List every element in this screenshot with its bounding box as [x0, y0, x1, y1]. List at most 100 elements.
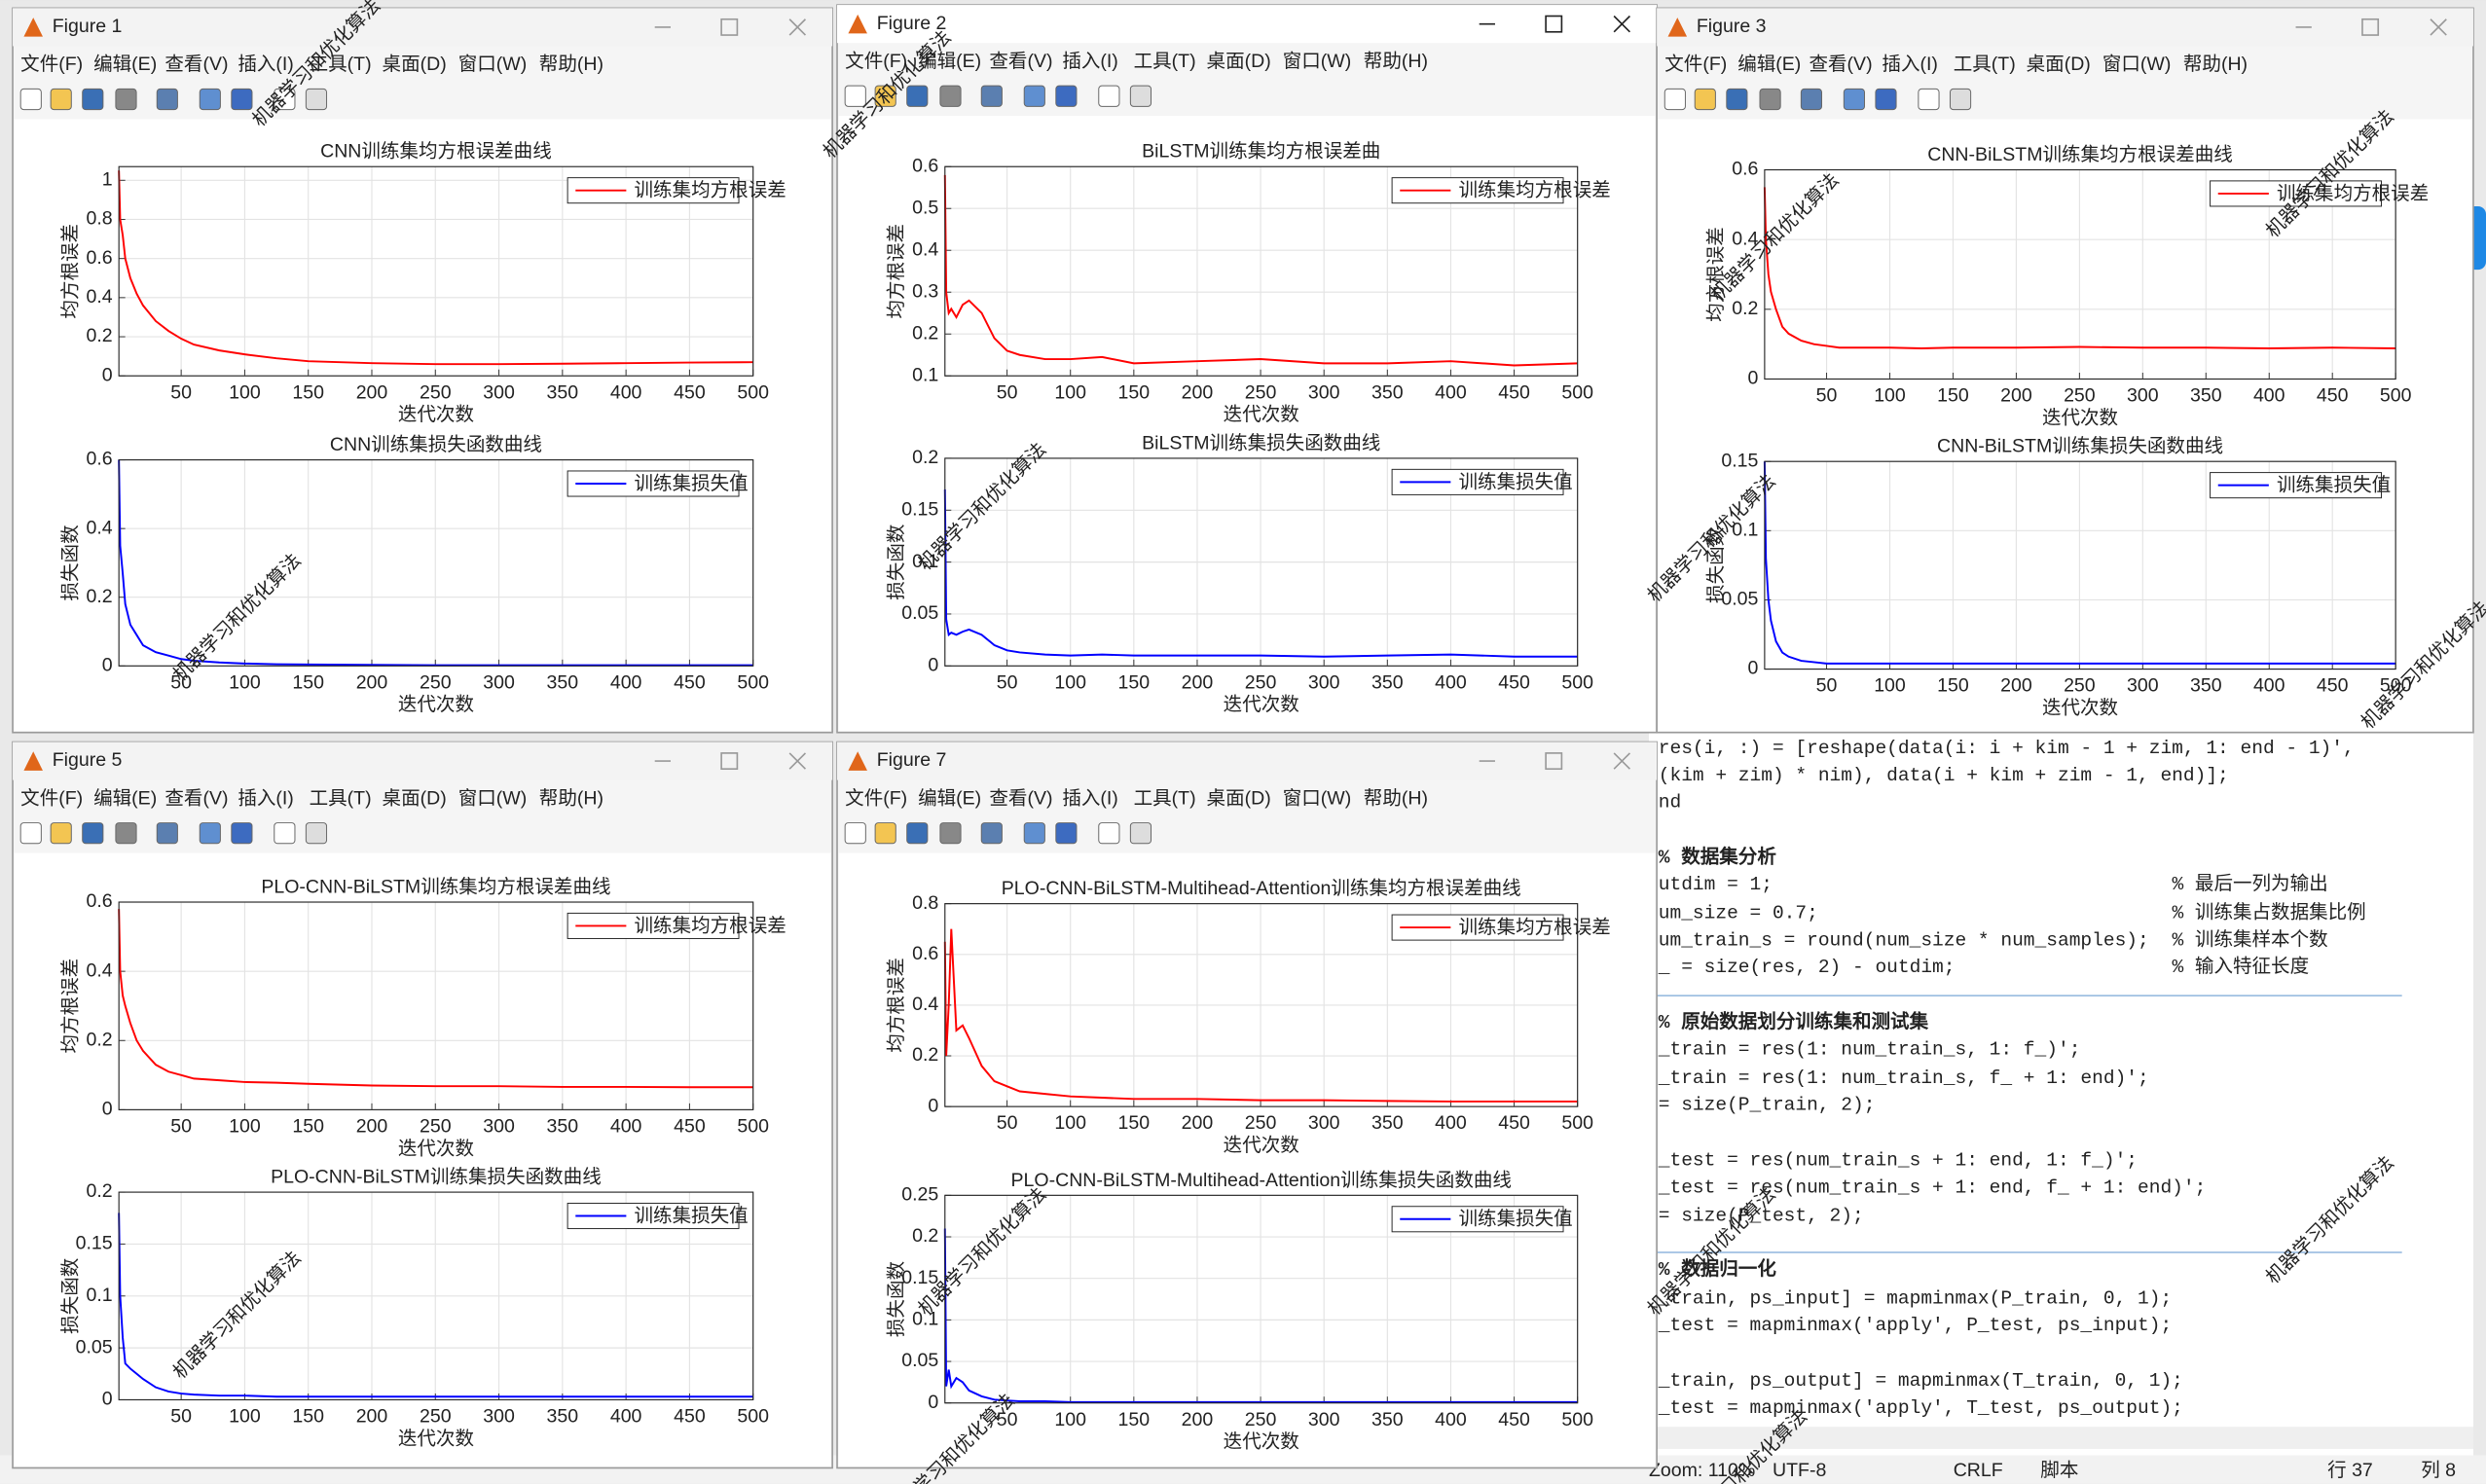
menu-item[interactable]: 桌面(D) — [383, 54, 447, 75]
menu-item[interactable]: 文件(F) — [1664, 54, 1727, 75]
toolbar-button[interactable] — [939, 85, 962, 107]
menu-item[interactable]: 查看(V) — [989, 787, 1052, 809]
toolbar-button[interactable] — [1949, 88, 1972, 111]
toolbar-button[interactable] — [980, 822, 1003, 845]
menu-item[interactable]: 查看(V) — [989, 51, 1052, 72]
toolbar-button[interactable] — [231, 822, 253, 845]
menu-item[interactable]: 工具(T) — [1134, 51, 1196, 72]
toolbar-button[interactable] — [1663, 88, 1686, 111]
toolbar-button[interactable] — [115, 822, 137, 845]
toolbar-button[interactable] — [874, 822, 896, 845]
toolbar-button[interactable] — [1098, 822, 1120, 845]
menu-item[interactable]: 帮助(H) — [1364, 51, 1428, 72]
menu-item[interactable]: 查看(V) — [1809, 54, 1872, 75]
menu-item[interactable]: 帮助(H) — [539, 54, 603, 75]
toolbar-button[interactable] — [1726, 88, 1748, 111]
menu-item[interactable]: 窗口(W) — [2102, 54, 2172, 75]
toolbar-button[interactable] — [980, 85, 1003, 107]
toolbar-button[interactable] — [906, 85, 929, 107]
toolbar-button[interactable] — [82, 822, 104, 845]
menu-item[interactable]: 编辑(E) — [93, 54, 157, 75]
menu-item[interactable]: 桌面(D) — [383, 787, 447, 809]
close-button[interactable] — [1613, 752, 1631, 770]
toolbar-button[interactable] — [19, 88, 42, 111]
menu-item[interactable]: 桌面(D) — [2027, 54, 2091, 75]
toolbar-button[interactable] — [305, 88, 328, 111]
menu-item[interactable]: 插入(I) — [1882, 54, 1938, 75]
toolbar-button[interactable] — [1759, 88, 1781, 111]
menu-item[interactable]: 查看(V) — [165, 787, 228, 809]
y-tick-label: 0.6 — [86, 890, 112, 912]
menu-item[interactable]: 文件(F) — [845, 51, 907, 72]
menu-item[interactable]: 工具(T) — [310, 54, 372, 75]
menu-item[interactable]: 帮助(H) — [2183, 54, 2248, 75]
close-button[interactable] — [1613, 15, 1631, 33]
close-button[interactable] — [788, 18, 807, 36]
maximize-button[interactable] — [1545, 15, 1563, 33]
toolbar-button[interactable] — [199, 822, 221, 845]
close-button[interactable] — [2430, 18, 2447, 36]
maximize-button[interactable] — [2361, 18, 2380, 36]
menu-item[interactable]: 插入(I) — [238, 54, 294, 75]
menu-item[interactable]: 窗口(W) — [1283, 787, 1352, 809]
close-button[interactable] — [788, 752, 807, 770]
toolbar-button[interactable] — [844, 85, 866, 107]
menu-item[interactable]: 编辑(E) — [93, 787, 157, 809]
toolbar-button[interactable] — [115, 88, 137, 111]
toolbar-button[interactable] — [1694, 88, 1716, 111]
toolbar-button[interactable] — [1098, 85, 1120, 107]
y-tick-label: 0.2 — [912, 1225, 938, 1247]
toolbar-button[interactable] — [939, 822, 962, 845]
menu-item[interactable]: 插入(I) — [1062, 787, 1118, 809]
chart-title: PLO-CNN-BiLSTM-Multihead-Attention训练集均方根… — [1002, 878, 1521, 899]
maximize-button[interactable] — [1545, 752, 1563, 771]
toolbar-button[interactable] — [1055, 822, 1078, 845]
menu-item[interactable]: 帮助(H) — [539, 787, 603, 809]
maximize-button[interactable] — [720, 752, 739, 771]
toolbar-button[interactable] — [874, 85, 896, 107]
toolbar-button[interactable] — [231, 88, 253, 111]
menu-item[interactable]: 编辑(E) — [1737, 54, 1801, 75]
toolbar-button[interactable] — [1800, 88, 1823, 111]
toolbar-button[interactable] — [1875, 88, 1897, 111]
toolbar-button[interactable] — [906, 822, 929, 845]
toolbar-button[interactable] — [50, 88, 72, 111]
toolbar-button[interactable] — [305, 822, 328, 845]
toolbar-button[interactable] — [1129, 85, 1152, 107]
menu-item[interactable]: 窗口(W) — [458, 54, 528, 75]
toolbar-button[interactable] — [1843, 88, 1865, 111]
x-tick-label: 450 — [1498, 1409, 1530, 1430]
menu-item[interactable]: 文件(F) — [20, 54, 83, 75]
code-line: _test = res(num_train_s + 1: end, f_ + 1… — [1658, 1176, 2207, 1198]
toolbar-button[interactable] — [1023, 85, 1045, 107]
toolbar-button[interactable] — [1023, 822, 1045, 845]
menu-item[interactable]: 工具(T) — [1134, 787, 1196, 809]
menu-item[interactable]: 编辑(E) — [918, 787, 981, 809]
menu-item[interactable]: 窗口(W) — [458, 787, 528, 809]
maximize-button[interactable] — [720, 18, 739, 36]
toolbar-button[interactable] — [19, 822, 42, 845]
toolbar-button[interactable] — [274, 88, 296, 111]
toolbar-button[interactable] — [274, 822, 296, 845]
toolbar-button[interactable] — [50, 822, 72, 845]
toolbar-button[interactable] — [199, 88, 221, 111]
menu-item[interactable]: 桌面(D) — [1207, 787, 1271, 809]
menu-item[interactable]: 工具(T) — [310, 787, 372, 809]
menu-item[interactable]: 桌面(D) — [1207, 51, 1271, 72]
toolbar-button[interactable] — [844, 822, 866, 845]
toolbar-button[interactable] — [1055, 85, 1078, 107]
toolbar-button[interactable] — [82, 88, 104, 111]
menu-item[interactable]: 工具(T) — [1954, 54, 2016, 75]
menu-item[interactable]: 窗口(W) — [1283, 51, 1352, 72]
toolbar-button[interactable] — [156, 88, 178, 111]
menu-item[interactable]: 帮助(H) — [1364, 787, 1428, 809]
menu-item[interactable]: 文件(F) — [845, 787, 907, 809]
menu-item[interactable]: 编辑(E) — [918, 51, 981, 72]
menu-item[interactable]: 查看(V) — [165, 54, 228, 75]
toolbar-button[interactable] — [1129, 822, 1152, 845]
toolbar-button[interactable] — [1918, 88, 1940, 111]
menu-item[interactable]: 文件(F) — [20, 787, 83, 809]
menu-item[interactable]: 插入(I) — [1062, 51, 1118, 72]
toolbar-button[interactable] — [156, 822, 178, 845]
menu-item[interactable]: 插入(I) — [238, 787, 294, 809]
